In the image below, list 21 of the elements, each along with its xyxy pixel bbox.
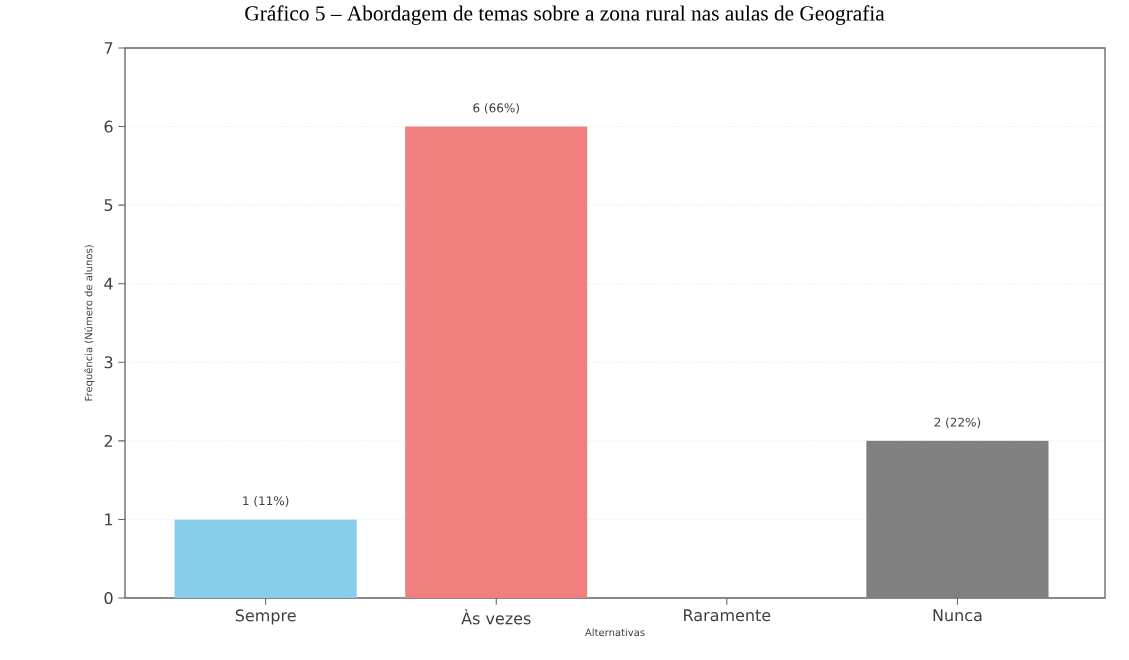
y-tick-label: 1 bbox=[105, 513, 113, 526]
x-axis-title: Alternativas bbox=[585, 628, 645, 637]
y-tick-label: 6 bbox=[104, 120, 113, 133]
y-tick-label: 5 bbox=[104, 199, 113, 212]
y-tick-label: 0 bbox=[104, 591, 113, 605]
data-label: 6 (66%) bbox=[473, 103, 519, 114]
y-tick-label: 2 bbox=[104, 434, 113, 447]
y-tick-label: 7 bbox=[104, 42, 113, 54]
x-tick-label: Nunca bbox=[933, 609, 982, 622]
x-tick-label: Às vezes bbox=[461, 609, 531, 625]
bar bbox=[405, 126, 588, 598]
data-label: 1 (11%) bbox=[243, 496, 289, 507]
bar bbox=[174, 519, 357, 598]
x-tick-label: Sempre bbox=[235, 609, 296, 625]
bar bbox=[866, 440, 1049, 598]
y-tick-label: 4 bbox=[104, 277, 113, 290]
data-label: 2 (22%) bbox=[934, 417, 981, 429]
y-tick-label: 3 bbox=[104, 356, 113, 369]
y-axis-title: Frequência (Número de alunos) bbox=[84, 245, 95, 401]
chart-title: Gráfico 5 – Abordagem de temas sobre a zona rural nas aulas de Geografia bbox=[245, 5, 885, 25]
x-tick-label: Raramente bbox=[684, 609, 771, 622]
